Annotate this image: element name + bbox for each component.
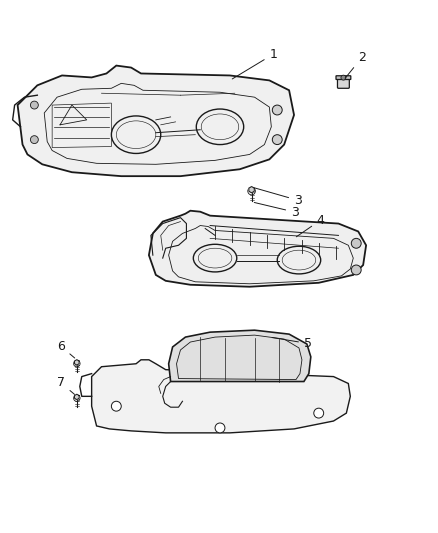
Text: 3: 3: [254, 203, 299, 219]
Text: 2: 2: [345, 51, 366, 78]
Circle shape: [341, 75, 346, 80]
Circle shape: [111, 401, 121, 411]
Text: 5: 5: [272, 337, 312, 350]
Text: 6: 6: [57, 340, 75, 358]
Circle shape: [30, 101, 38, 109]
Circle shape: [314, 408, 324, 418]
Circle shape: [351, 238, 361, 248]
FancyBboxPatch shape: [336, 76, 351, 79]
Circle shape: [272, 135, 282, 144]
Circle shape: [30, 136, 38, 143]
Circle shape: [272, 105, 282, 115]
Polygon shape: [169, 330, 311, 382]
Polygon shape: [92, 360, 350, 433]
Polygon shape: [249, 187, 254, 193]
Circle shape: [351, 265, 361, 275]
Polygon shape: [18, 66, 294, 176]
Text: 1: 1: [232, 47, 277, 79]
Polygon shape: [74, 394, 79, 400]
Text: 3: 3: [254, 188, 302, 207]
FancyBboxPatch shape: [337, 77, 350, 88]
Circle shape: [215, 423, 225, 433]
Text: 4: 4: [297, 214, 325, 237]
Text: 7: 7: [57, 376, 75, 394]
Polygon shape: [149, 211, 366, 287]
Polygon shape: [74, 360, 79, 365]
